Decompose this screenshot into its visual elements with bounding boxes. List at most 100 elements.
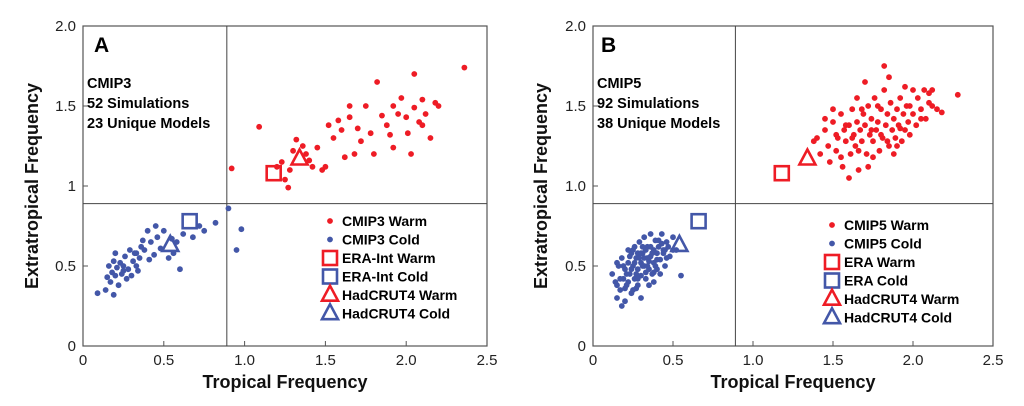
annotation-line: 38 Unique Models: [597, 116, 720, 132]
cmip5-cold-point: [638, 295, 644, 301]
cmip5-cold-point: [625, 259, 632, 266]
cmip3-warm-point: [330, 135, 337, 141]
cmip5-warm-point: [858, 106, 865, 113]
cmip3-cold-point: [201, 227, 208, 234]
cmip5-warm-point: [882, 122, 889, 129]
cmip5-cold-point: [618, 255, 625, 261]
cmip3-cold-point: [139, 237, 146, 244]
cmip3-warm-point: [398, 95, 405, 101]
cmip3-cold-point: [152, 223, 159, 229]
cmip3-cold-point: [120, 267, 127, 274]
cmip3-warm-point: [293, 136, 300, 143]
cmip5-warm-point: [894, 143, 900, 149]
y-tick-label: 1: [68, 178, 76, 195]
hadcrut4-warm-point: [797, 146, 818, 166]
panel-b: 0 0.5 1.0 1.5 2.0 2.5 0 0.5 1.0 1.5 2.0 Tropical Fr…: [531, 18, 1003, 392]
cmip3-cold-point: [112, 250, 119, 257]
x-axis-label: Tropical Frequency: [710, 372, 875, 392]
cmip5-cold-point: [633, 271, 640, 277]
annotation-line: 92 Simulations: [597, 96, 699, 112]
cmip5-warm-point: [934, 106, 940, 113]
cmip5-cold-point: [614, 282, 620, 289]
cmip3-warm-point: [285, 184, 292, 191]
cmip5-cold-point: [633, 285, 640, 292]
cmip3-warm-point: [228, 165, 235, 172]
cmip5-warm-point: [858, 138, 865, 145]
cmip5-cold-point: [631, 259, 638, 266]
cmip3-cold-point: [154, 234, 161, 241]
cmip5-cold-point: [634, 266, 641, 273]
cmip5-cold-point: [626, 253, 633, 260]
legend-era-int-warm-label: ERA-Int Warm: [342, 250, 436, 266]
cmip3-warm-point: [309, 163, 316, 170]
cmip3-warm-point: [390, 144, 397, 151]
cmip5-cold-point: [623, 271, 630, 277]
cmip5-warm-point: [838, 111, 844, 117]
cmip3-cold-point: [144, 227, 151, 234]
cmip3-cold-point: [146, 256, 153, 263]
x-tick-label: 0.5: [663, 352, 684, 369]
cmip3-warm-point: [299, 143, 306, 149]
cmip5-warm-point: [852, 143, 859, 149]
cmip3-warm-point: [435, 103, 442, 109]
legend-hadcrut4-cold-label: HadCRUT4 Cold: [844, 310, 952, 326]
hadcrut4-cold-point: [160, 233, 181, 253]
cmip3-cold-point: [225, 205, 232, 212]
cmip3-cold-point: [133, 250, 140, 257]
cmip3-warm-point: [362, 103, 369, 109]
legend-cmip3-warm-label: CMIP3 Warm: [342, 213, 427, 229]
x-tick-label: 2.5: [477, 352, 498, 369]
x-tick-label: 1.5: [315, 352, 336, 369]
y-tick-label: 2.0: [565, 18, 586, 35]
cmip5-warm-point: [862, 122, 868, 129]
cmip5-warm-point: [905, 119, 912, 125]
cmip5-warm-point: [868, 127, 875, 133]
y-axis-label: Extratropical Frequency: [531, 83, 551, 289]
legend: CMIP3 Warm CMIP3 Cold ERA-Int Warm ERA-Int …: [319, 213, 457, 322]
cmip3-warm-point: [387, 131, 393, 138]
cmip5-cold-point: [646, 258, 652, 265]
cmip5-cold-point: [652, 263, 659, 269]
panel-a: 0 0.5 1.0 1.5 2.0 2.5 0 0.5 1 1.5 2.0 Tropical Freq…: [22, 18, 497, 392]
cmip3-warm-point: [411, 104, 418, 111]
legend-cmip3-cold-label: CMIP3 Cold: [342, 232, 420, 248]
cmip5-warm-point: [870, 138, 876, 145]
legend-hadcrut4-cold-marker: [821, 305, 843, 325]
cmip5-cold-point: [622, 298, 628, 305]
y-tick-label: 0: [578, 338, 586, 355]
cmip5-warm-point: [900, 111, 907, 117]
cmip5-warm-point: [897, 125, 904, 132]
cmip5-warm-point: [871, 95, 878, 101]
annotation-line: 52 Simulations: [87, 96, 189, 112]
cmip5-warm-point: [918, 106, 924, 113]
cmip5-cold-point: [636, 239, 643, 245]
legend-hadcrut4-warm-marker: [319, 282, 341, 303]
x-tick-label: 0.5: [153, 352, 174, 369]
cmip5-cold-point: [617, 287, 624, 293]
legend-era-warm-marker: [823, 253, 841, 271]
cmip3-cold-point: [115, 282, 122, 289]
cmip3-cold-point: [238, 226, 245, 233]
cmip5-cold-point: [662, 247, 668, 253]
cmip3-cold-point: [102, 287, 109, 293]
cmip3-warm-point: [390, 103, 397, 109]
x-tick-label: 2.0: [903, 352, 924, 369]
y-tick-label: 2.0: [55, 18, 76, 35]
y-tick-label: 0: [68, 338, 76, 355]
cmip3-cold-point: [136, 255, 143, 261]
cmip3-warm-point: [383, 122, 390, 129]
cmip5-warm-point: [854, 119, 860, 125]
cmip5-warm-point: [842, 122, 849, 129]
cmip3-warm-point: [367, 130, 374, 137]
cmip5-cold-point: [644, 263, 651, 269]
cmip5-warm-point: [847, 151, 854, 157]
cmip5-warm-point: [825, 143, 832, 149]
legend-era-warm-label: ERA Warm: [844, 254, 915, 270]
cmip5-warm-point: [860, 111, 867, 117]
cmip3-warm-point: [427, 135, 434, 141]
cmip5-cold-point: [617, 275, 624, 282]
legend-era-cold-marker: [823, 272, 841, 289]
cmip5-warm-point: [898, 138, 905, 145]
cmip5-cold-point: [628, 266, 635, 273]
